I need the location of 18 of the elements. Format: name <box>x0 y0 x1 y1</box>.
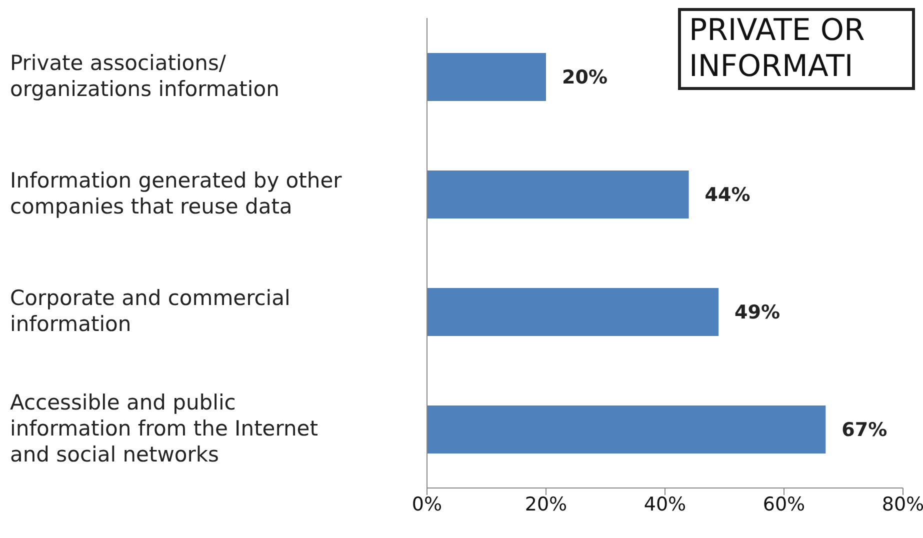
bar <box>427 406 826 454</box>
y-tick-label: Accessible and public information from the Internet and social networks <box>10 390 318 466</box>
data-label: 44% <box>704 184 750 206</box>
bar <box>427 170 689 218</box>
x-tick-label: 0% <box>412 493 442 516</box>
y-tick-label: Private associations/ organizations information <box>10 50 280 100</box>
x-tick-label: 40% <box>644 493 686 516</box>
y-tick-label: Information generated by other companies that reuse data <box>10 168 342 218</box>
x-tick-label: 20% <box>524 493 568 516</box>
text: PRIVATE OR INFORMATI <box>678 8 915 90</box>
x-tick-label: 60% <box>762 493 806 516</box>
x-tick-label: 80% <box>882 493 923 516</box>
y-tick-label: Corporate and commercial information <box>10 285 290 336</box>
data-label: 67% <box>842 419 888 442</box>
bar <box>427 53 546 101</box>
bar <box>427 288 719 336</box>
data-label: 49% <box>734 302 780 324</box>
data-label: 20% <box>562 66 608 89</box>
